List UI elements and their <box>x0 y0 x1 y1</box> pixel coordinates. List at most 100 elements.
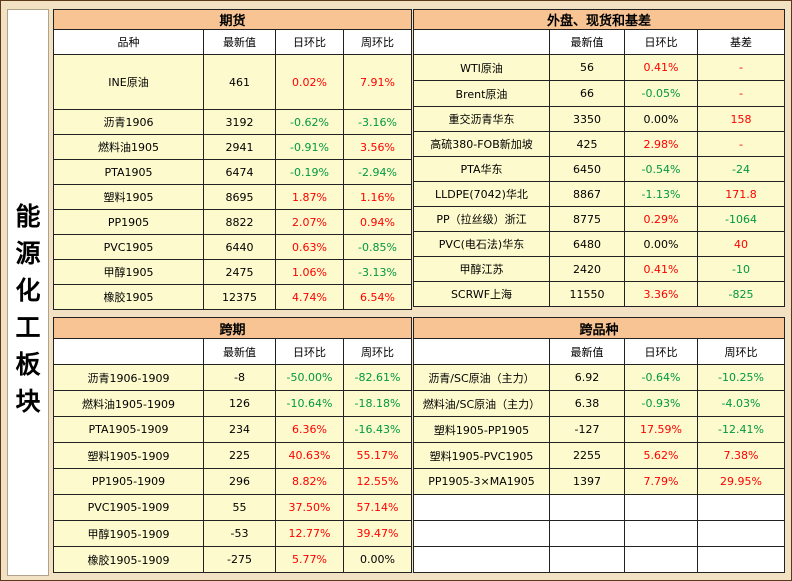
row-label: 燃料油1905-1909 <box>53 390 204 417</box>
futures-panel: 期货 品种 最新值 日环比 周环比 INE原油 461 0.02% 7.91% 沥青1906 319… <box>52 9 413 310</box>
latest-value: 6450 <box>549 156 625 182</box>
change-value: -10.25% <box>696 364 786 391</box>
column-header: 日环比 <box>275 338 344 365</box>
change-value: 37.50% <box>275 494 344 521</box>
row-label: 塑料1905 <box>53 184 204 210</box>
latest-value: 12375 <box>203 284 276 310</box>
sector-title-char: 块 <box>15 387 41 416</box>
empty-row <box>413 546 786 573</box>
column-header <box>53 338 204 365</box>
column-header: 品种 <box>53 29 204 55</box>
change-value: 158 <box>696 106 786 132</box>
column-header-row: 最新值 日环比 周环比 <box>413 338 786 365</box>
empty-cell <box>696 546 786 573</box>
section-title: 外盘、现货和基差 <box>412 9 786 30</box>
column-header: 日环比 <box>624 338 698 365</box>
section-title: 跨品种 <box>412 317 786 339</box>
change-value: -16.43% <box>342 416 413 443</box>
column-header-row: 最新值 日环比 基差 <box>413 29 786 55</box>
row-label: 高硫380-FOB新加坡 <box>413 131 550 157</box>
change-value: -4.03% <box>696 390 786 417</box>
column-header: 周环比 <box>696 338 786 365</box>
change-value: 3.56% <box>342 134 413 160</box>
change-value: 7.91% <box>342 54 413 110</box>
latest-value: -127 <box>549 416 625 443</box>
change-value: 0.41% <box>624 54 698 81</box>
change-value: -24 <box>696 156 786 182</box>
latest-value: 8867 <box>549 181 625 207</box>
change-value: 0.41% <box>624 256 698 282</box>
change-value: -3.16% <box>342 109 413 135</box>
change-value: 0.00% <box>624 106 698 132</box>
row-label: 甲醇1905 <box>53 259 204 285</box>
column-header: 最新值 <box>203 338 276 365</box>
latest-value: 234 <box>203 416 276 443</box>
latest-value: 1397 <box>549 468 625 495</box>
latest-value: 6.38 <box>549 390 625 417</box>
table-row: PP（拉丝级）浙江 8775 0.29% -1064 <box>413 206 786 232</box>
change-value: -10 <box>696 256 786 282</box>
outer-spot-basis-panel: 外盘、现货和基差 最新值 日环比 基差 WTI原油 56 0.41% - Brent原油 66 -0… <box>412 9 786 307</box>
latest-value: -275 <box>203 546 276 573</box>
column-header: 基差 <box>696 29 786 55</box>
column-header: 周环比 <box>342 29 413 55</box>
table-row: PVC1905 6440 0.63% -0.85% <box>53 234 413 260</box>
latest-value: 2941 <box>203 134 276 160</box>
change-value: -10.64% <box>275 390 344 417</box>
empty-row <box>413 494 786 521</box>
table-row: 沥青1906-1909 -8 -50.00% -82.61% <box>53 364 413 391</box>
empty-cell <box>549 520 625 547</box>
table-row: 塑料1905-PVC1905 2255 5.62% 7.38% <box>413 442 786 469</box>
row-label: 沥青1906 <box>53 109 204 135</box>
sector-title-panel: 能源化工板块 <box>7 9 49 576</box>
sector-title-char: 板 <box>15 350 41 379</box>
change-value: 0.63% <box>275 234 344 260</box>
change-value: -1064 <box>696 206 786 232</box>
change-value: -825 <box>696 281 786 307</box>
change-value: -12.41% <box>696 416 786 443</box>
change-value: 39.47% <box>342 520 413 547</box>
latest-value: 3192 <box>203 109 276 135</box>
latest-value: 11550 <box>549 281 625 307</box>
row-label: 沥青1906-1909 <box>53 364 204 391</box>
sector-title-char: 化 <box>15 276 41 305</box>
column-header <box>413 29 550 55</box>
column-header: 最新值 <box>549 338 625 365</box>
latest-value: 8695 <box>203 184 276 210</box>
row-label: 甲醇江苏 <box>413 256 550 282</box>
section-title-row: 期货 <box>52 9 413 30</box>
empty-cell <box>413 546 550 573</box>
table-row: LLDPE(7042)华北 8867 -1.13% 171.8 <box>413 181 786 207</box>
latest-value: 126 <box>203 390 276 417</box>
column-header-row: 最新值 日环比 周环比 <box>53 338 413 365</box>
table-row: INE原油 461 0.02% 7.91% <box>53 54 413 110</box>
row-label: PP1905-1909 <box>53 468 204 495</box>
column-header <box>413 338 550 365</box>
change-value: 0.02% <box>275 54 344 110</box>
cross-product-table: 跨品种 最新值 日环比 周环比 沥青/SC原油（主力） 6.92 -0.64% -10.25%… <box>412 317 786 573</box>
table-row: 高硫380-FOB新加坡 425 2.98% - <box>413 131 786 157</box>
change-value: - <box>696 80 786 107</box>
table-row: 甲醇江苏 2420 0.41% -10 <box>413 256 786 282</box>
latest-value: 2255 <box>549 442 625 469</box>
empty-cell <box>624 520 698 547</box>
section-title: 期货 <box>52 9 413 30</box>
change-value: 7.38% <box>696 442 786 469</box>
latest-value: 6474 <box>203 159 276 185</box>
change-value: 12.55% <box>342 468 413 495</box>
change-value: 6.54% <box>342 284 413 310</box>
change-value: - <box>696 54 786 81</box>
row-label: 燃料油/SC原油（主力） <box>413 390 550 417</box>
table-row: 橡胶1905-1909 -275 5.77% 0.00% <box>53 546 413 573</box>
change-value: 5.77% <box>275 546 344 573</box>
column-header: 日环比 <box>624 29 698 55</box>
row-label: 橡胶1905-1909 <box>53 546 204 573</box>
change-value: 2.98% <box>624 131 698 157</box>
latest-value: 6480 <box>549 231 625 257</box>
sector-title-char: 工 <box>15 313 41 342</box>
row-label: WTI原油 <box>413 54 550 81</box>
row-label: 橡胶1905 <box>53 284 204 310</box>
table-row: 燃料油1905-1909 126 -10.64% -18.18% <box>53 390 413 417</box>
table-row: 沥青1906 3192 -0.62% -3.16% <box>53 109 413 135</box>
table-row: 塑料1905-1909 225 40.63% 55.17% <box>53 442 413 469</box>
